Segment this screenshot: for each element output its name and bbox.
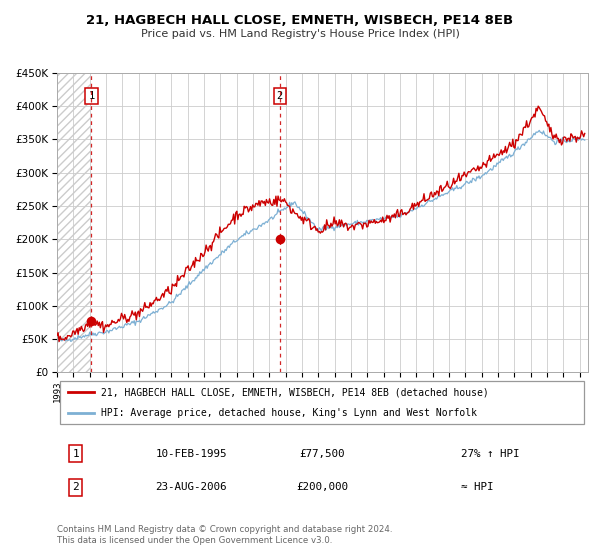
Text: £77,500: £77,500 [300, 449, 345, 459]
Text: £200,000: £200,000 [296, 482, 349, 492]
Text: 2: 2 [72, 482, 79, 492]
Text: HPI: Average price, detached house, King's Lynn and West Norfolk: HPI: Average price, detached house, King… [101, 408, 476, 418]
FancyBboxPatch shape [59, 381, 584, 424]
Text: 1: 1 [88, 91, 95, 101]
Text: 2: 2 [277, 91, 283, 101]
Text: 1: 1 [72, 449, 79, 459]
Point [275, 235, 284, 244]
Text: 21, HAGBECH HALL CLOSE, EMNETH, WISBECH, PE14 8EB (detached house): 21, HAGBECH HALL CLOSE, EMNETH, WISBECH,… [101, 387, 488, 397]
Text: 10-FEB-1995: 10-FEB-1995 [155, 449, 227, 459]
Text: 27% ↑ HPI: 27% ↑ HPI [461, 449, 519, 459]
Text: 21, HAGBECH HALL CLOSE, EMNETH, WISBECH, PE14 8EB: 21, HAGBECH HALL CLOSE, EMNETH, WISBECH,… [86, 14, 514, 27]
Point [86, 316, 96, 325]
Text: ≈ HPI: ≈ HPI [461, 482, 493, 492]
Bar [57, 73, 91, 372]
Text: Contains HM Land Registry data © Crown copyright and database right 2024.
This d: Contains HM Land Registry data © Crown c… [57, 525, 392, 545]
Text: 23-AUG-2006: 23-AUG-2006 [155, 482, 227, 492]
Text: Price paid vs. HM Land Registry's House Price Index (HPI): Price paid vs. HM Land Registry's House … [140, 29, 460, 39]
